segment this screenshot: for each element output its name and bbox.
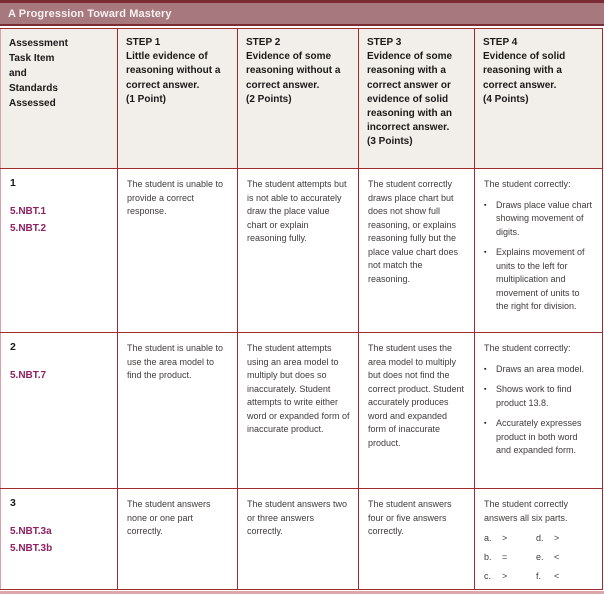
bullet-item: ▪ Draws place value chart showing moveme… <box>484 199 594 240</box>
standard-code: 5.NBT.1 <box>10 206 47 217</box>
title-band: A Progression Toward Mastery <box>0 0 604 26</box>
cell-text: The student attempts but is not able to … <box>247 179 347 243</box>
table-row-item-3: 3 5.NBT.3a 5.NBT.3b The student answers … <box>0 488 603 590</box>
item-cell: 3 5.NBT.3a 5.NBT.3b <box>0 488 118 590</box>
cell-text: The student is unable to provide a corre… <box>127 179 224 216</box>
item-number: 1 <box>10 177 16 189</box>
header-step-1: STEP 1 Little evidence of reasoning with… <box>117 28 238 169</box>
cell-intro: The student correctly answers all six pa… <box>484 499 569 523</box>
step-points: (4 Points) <box>483 93 529 105</box>
step-name: STEP 3 <box>367 37 402 48</box>
square-bullet-icon: ▪ <box>484 249 487 256</box>
header-step-3: STEP 3 Evidence of some reasoning with a… <box>358 28 475 169</box>
cell-text: The student answers none or one part cor… <box>127 499 211 536</box>
step-name: STEP 2 <box>246 37 281 48</box>
square-bullet-icon: ▪ <box>484 201 487 209</box>
answer-item: c. > <box>484 571 536 581</box>
header-line: Task Item <box>9 53 55 64</box>
standard-code: 5.NBT.3b <box>10 542 53 554</box>
step3-cell: The student uses the area model to multi… <box>358 332 475 489</box>
step1-cell: The student is unable to provide a corre… <box>117 168 238 333</box>
rubric-table: Assessment Task Item and Standards Asses… <box>0 28 603 590</box>
item-number: 2 <box>10 341 16 353</box>
answer-item: a. > <box>484 533 536 543</box>
step-description: Evidence of some reasoning without a cor… <box>246 51 341 91</box>
header-step-2: STEP 2 Evidence of some reasoning withou… <box>237 28 359 169</box>
step-points: (2 Points) <box>246 93 292 105</box>
answer-label: d. <box>536 533 544 543</box>
answer-item: b. = <box>484 552 536 562</box>
step4-cell: The student correctly: ▪ Draws an area m… <box>474 332 603 489</box>
bullet-item: ▪ Draws an area model. <box>484 363 594 377</box>
bullet-item: ▪ Accurately expresses product in both w… <box>484 417 594 458</box>
step4-cell: The student correctly answers all six pa… <box>474 488 603 590</box>
answer-label: b. <box>484 552 492 562</box>
bullet-text: Draws place value chart showing movement… <box>496 199 593 237</box>
header-line: Assessment <box>9 38 68 49</box>
step3-cell: The student correctly draws place chart … <box>358 168 475 333</box>
answer-label: c. <box>484 571 492 581</box>
table-row-item-2: 2 5.NBT.7 The student is unable to use t… <box>0 332 603 489</box>
header-line: Assessed <box>9 98 56 109</box>
cell-intro: The student correctly: <box>484 343 571 353</box>
step2-cell: The student attempts but is not able to … <box>237 168 359 333</box>
answer-value: < <box>554 552 560 562</box>
bullet-item: ▪ Explains movement of units to the left… <box>484 246 594 314</box>
step1-cell: The student answers none or one part cor… <box>117 488 238 590</box>
step-name: STEP 4 <box>483 37 518 48</box>
bullet-text: Explains movement of units to the left f… <box>496 247 585 311</box>
header-step-4: STEP 4 Evidence of solid reasoning with … <box>474 28 603 169</box>
square-bullet-icon: ▪ <box>484 386 487 393</box>
bullet-text: Accurately expresses product in both wor… <box>496 418 582 455</box>
step-description: Evidence of some reasoning with a correc… <box>367 51 453 134</box>
square-bullet-icon: ▪ <box>484 365 487 373</box>
answer-key-grid: a. > d. > b. = e. < <box>484 533 594 581</box>
bullet-item: ▪ Shows work to find product 13.8. <box>484 383 594 410</box>
answer-label: e. <box>536 552 544 562</box>
step-description: Little evidence of reasoning without a c… <box>126 51 221 91</box>
bullet-text: Draws an area model. <box>496 363 585 374</box>
cell-text: The student attempts using an area model… <box>247 343 350 434</box>
answer-value: < <box>554 571 560 581</box>
step-description: Evidence of solid reasoning with a corre… <box>483 51 566 91</box>
bullet-text: Shows work to find product 13.8. <box>496 384 572 408</box>
step1-cell: The student is unable to use the area mo… <box>117 332 238 489</box>
page-title: A Progression Toward Mastery <box>8 7 172 20</box>
step2-cell: The student answers two or three answers… <box>237 488 359 590</box>
step3-cell: The student answers four or five answers… <box>358 488 475 590</box>
answer-value: = <box>502 552 508 562</box>
answer-item: f. < <box>536 571 588 581</box>
standard-code: 5.NBT.7 <box>10 370 47 381</box>
item-cell: 1 5.NBT.1 5.NBT.2 <box>0 168 118 333</box>
header-row: Assessment Task Item and Standards Asses… <box>0 28 603 169</box>
cell-text: The student answers two or three answers… <box>247 499 348 536</box>
item-number: 3 <box>10 497 16 509</box>
header-line: Standards <box>9 83 58 94</box>
standard-code: 5.NBT.2 <box>10 222 47 234</box>
step4-cell: The student correctly: ▪ Draws place val… <box>474 168 603 333</box>
cell-text: The student correctly draws place chart … <box>368 179 459 284</box>
answer-label: f. <box>536 571 542 581</box>
cell-text: The student uses the area model to multi… <box>368 343 465 448</box>
item-cell: 2 5.NBT.7 <box>0 332 118 489</box>
cell-intro: The student correctly: <box>484 179 571 189</box>
square-bullet-icon: ▪ <box>484 420 487 427</box>
table-row-item-1: 1 5.NBT.1 5.NBT.2 The student is unable … <box>0 168 603 333</box>
answer-value: > <box>502 571 508 581</box>
step-name: STEP 1 <box>126 37 161 48</box>
answer-value: > <box>554 533 560 543</box>
step-points: (1 Point) <box>126 93 166 105</box>
standard-code: 5.NBT.3a <box>10 526 52 537</box>
answer-label: a. <box>484 533 492 543</box>
answer-item: e. < <box>536 552 588 562</box>
step2-cell: The student attempts using an area model… <box>237 332 359 489</box>
cell-text: The student answers four or five answers… <box>368 499 452 536</box>
header-line: and <box>9 68 27 79</box>
header-assessment-task-item: Assessment Task Item and Standards Asses… <box>0 28 118 169</box>
step-points: (3 Points) <box>367 136 413 148</box>
answer-item: d. > <box>536 533 588 543</box>
cell-text: The student is unable to use the area mo… <box>127 343 224 380</box>
answer-value: > <box>502 533 508 543</box>
